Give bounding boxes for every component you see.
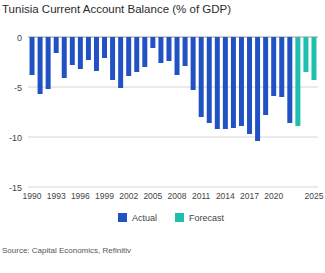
legend-label: Forecast <box>189 213 225 223</box>
bars <box>30 37 317 141</box>
y-tick-label: -5 <box>14 83 22 93</box>
bar <box>30 37 35 75</box>
bar <box>118 37 123 88</box>
legend-label: Actual <box>132 213 157 223</box>
bar <box>303 37 308 72</box>
bar <box>279 37 284 97</box>
bar <box>239 37 244 126</box>
bar <box>86 37 91 60</box>
x-tick-label: 2005 <box>143 191 162 201</box>
legend-swatch <box>175 213 184 222</box>
bar <box>255 37 260 141</box>
bar <box>183 37 188 66</box>
bar <box>263 37 268 115</box>
bar <box>78 37 83 69</box>
chart: Tunisia Current Account Balance (% of GD… <box>0 0 325 273</box>
bar <box>207 37 212 123</box>
bar <box>102 37 107 58</box>
bar <box>295 37 300 126</box>
bar <box>110 37 115 80</box>
bar <box>287 37 292 123</box>
bar <box>166 37 171 61</box>
x-tick-label: 2020 <box>264 191 283 201</box>
bar <box>223 37 228 129</box>
y-tick-label: -15 <box>9 183 22 193</box>
y-tick-label: -10 <box>9 133 22 143</box>
bar <box>191 37 196 90</box>
y-tick-label: 0 <box>17 33 22 43</box>
bar <box>70 37 75 65</box>
bar <box>199 37 204 117</box>
x-tick-label: 2011 <box>192 191 211 201</box>
legend-swatch <box>118 213 127 222</box>
bar <box>142 37 147 67</box>
bar <box>46 37 51 89</box>
x-tick-label: 2008 <box>168 191 187 201</box>
x-tick-label: 1993 <box>47 191 66 201</box>
bar <box>134 37 139 72</box>
bar <box>126 37 131 76</box>
x-tick-label: 1990 <box>23 191 42 201</box>
bar <box>62 37 67 78</box>
x-tick-label: 2014 <box>216 191 235 201</box>
bar <box>271 37 276 96</box>
x-tick-label: 2025 <box>305 191 324 201</box>
x-tick-label: 1999 <box>95 191 114 201</box>
bar <box>38 37 43 94</box>
bar <box>311 37 316 80</box>
bar <box>175 37 180 75</box>
bar <box>158 37 163 63</box>
bar <box>231 37 236 128</box>
grid-line <box>28 187 318 188</box>
bar <box>150 37 155 48</box>
bar <box>247 37 252 134</box>
bar <box>215 37 220 129</box>
bar <box>94 37 99 71</box>
x-tick-label: 2002 <box>119 191 138 201</box>
title: Tunisia Current Account Balance (% of GD… <box>2 3 231 15</box>
source: Source: Capital Economics, Refinitiv <box>2 246 131 255</box>
x-tick-label: 1996 <box>71 191 90 201</box>
bar <box>54 37 59 53</box>
grid-line <box>28 137 318 138</box>
legend: Actual Forecast <box>118 213 225 223</box>
x-tick-label: 2017 <box>240 191 259 201</box>
